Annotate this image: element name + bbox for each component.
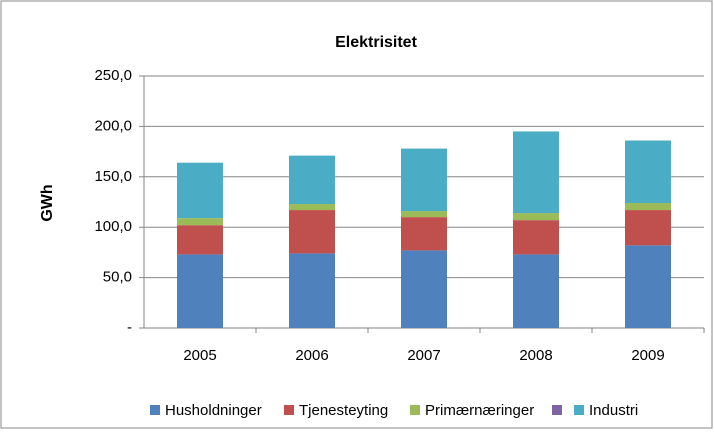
bar-segment (625, 245, 671, 328)
legend-label: Primærnæringer (425, 402, 534, 419)
x-tick-label: 2006 (295, 347, 328, 364)
x-tick-label: 2005 (183, 347, 216, 364)
bar-segment (625, 210, 671, 246)
legend-label: Tjenesteyting (299, 402, 388, 419)
bar-segment (289, 155, 335, 205)
bar-segment (401, 250, 447, 328)
bar-segment (289, 253, 335, 328)
bar-segment (177, 254, 223, 328)
x-tick-label: 2007 (407, 347, 440, 364)
y-tick-label: 150,0 (94, 168, 132, 185)
bar-segment (513, 254, 559, 328)
bar-segment (513, 213, 559, 221)
legend-swatch (150, 405, 160, 415)
bar-segment (625, 203, 671, 211)
bar-segment (289, 210, 335, 254)
y-tick-label: - (127, 319, 132, 336)
bar-segment (177, 162, 223, 219)
bar-segment (625, 140, 671, 204)
legend-swatch (284, 405, 294, 415)
bar-segment (177, 225, 223, 255)
legend-swatch (574, 405, 584, 415)
chart-title: Elektrisitet (335, 34, 417, 51)
bar-segment (289, 204, 335, 211)
legend-label: Industri (589, 402, 638, 419)
y-tick-label: 250,0 (94, 67, 132, 84)
bar-segment (177, 218, 223, 226)
y-tick-label: 100,0 (94, 218, 132, 235)
bar-segment (401, 148, 447, 212)
x-tick-label: 2009 (631, 347, 664, 364)
bar-segment (513, 220, 559, 255)
bar-segment (401, 217, 447, 251)
y-axis-label: GWh (39, 184, 56, 221)
legend-label: Husholdninger (165, 402, 262, 419)
y-tick-label: 50,0 (103, 269, 132, 286)
bar-segment (401, 211, 447, 218)
legend-swatch (552, 405, 562, 415)
bar-segment (513, 131, 559, 214)
y-tick-label: 200,0 (94, 117, 132, 134)
x-tick-label: 2008 (519, 347, 552, 364)
legend-swatch (410, 405, 420, 415)
